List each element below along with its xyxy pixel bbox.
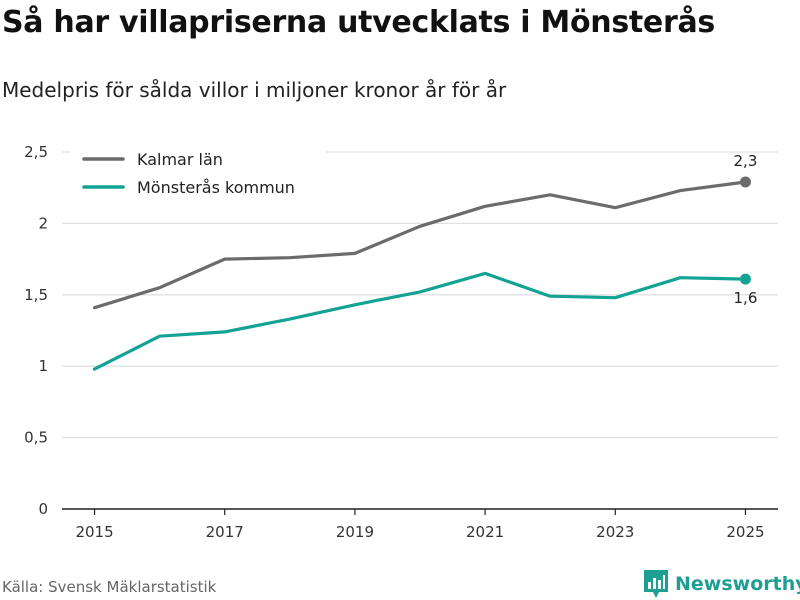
y-tick-label: 0: [38, 500, 48, 518]
line-chart: 0 0,5 1 1,5 2 2,5 2015 2017 2019 2021 2023 2025 2,3…: [24, 143, 778, 541]
legend: Kalmar län Mönsterås kommun: [70, 145, 325, 203]
series-end-marker-0: [739, 176, 751, 188]
data-labels: 2,3 1,6: [734, 152, 758, 307]
legend-label-0: Kalmar län: [137, 150, 223, 169]
legend-label-1: Mönsterås kommun: [137, 178, 295, 197]
end-value-label-0: 2,3: [734, 152, 758, 170]
series-line-1: [92, 271, 748, 371]
chart-subtitle: Medelpris för sålda villor i miljoner kr…: [2, 78, 507, 102]
y-tick-label: 1,5: [24, 286, 48, 304]
series-end-marker-1: [739, 273, 751, 285]
y-tick-label: 0,5: [24, 429, 48, 447]
y-tick-label: 2,5: [24, 143, 48, 161]
x-tick-label: 2015: [75, 523, 113, 541]
newsworthy-logo-icon: [644, 570, 668, 598]
x-tick-label: 2025: [726, 523, 764, 541]
x-tick-label: 2021: [466, 523, 504, 541]
brand-name: Newsworthy: [675, 573, 800, 595]
chart-title: Så har villapriserna utvecklats i Mönste…: [2, 5, 715, 40]
x-tick-label: 2023: [596, 523, 634, 541]
newsworthy-brand: Newsworthy: [644, 570, 800, 598]
source-note: Källa: Svensk Mäklarstatistik: [2, 578, 217, 596]
x-tick-label: 2019: [336, 523, 374, 541]
x-tick-label: 2017: [206, 523, 244, 541]
y-tick-label: 2: [38, 214, 48, 232]
end-value-label-1: 1,6: [734, 289, 758, 307]
legend-background: [70, 145, 325, 203]
y-tick-label: 1: [38, 357, 48, 375]
axes: 0 0,5 1 1,5 2 2,5 2015 2017 2019 2021 2023 2025: [24, 143, 778, 541]
series-line-0: [92, 180, 748, 310]
series-lines: [92, 176, 751, 371]
